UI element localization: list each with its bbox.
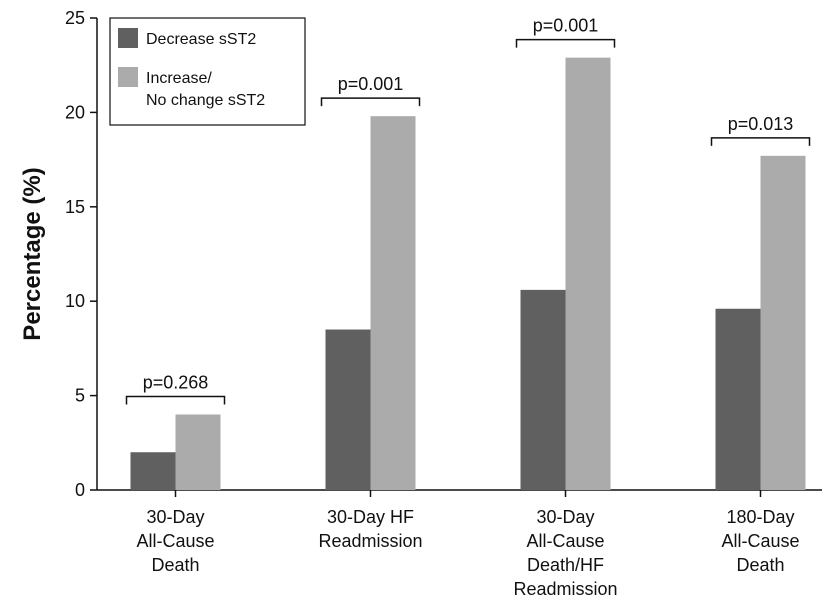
bar — [760, 155, 806, 490]
legend-label: Increase/No change sST2 — [146, 70, 265, 109]
y-tick-label: 0 — [75, 480, 85, 500]
bar — [520, 289, 566, 490]
significance-bracket — [710, 137, 811, 146]
significance-bracket — [125, 395, 226, 405]
y-tick-label: 5 — [75, 386, 85, 406]
p-value: p=0.268 — [143, 372, 209, 392]
y-axis-label: Percentage (%) — [19, 167, 46, 340]
significance-bracket — [320, 97, 421, 107]
bar — [715, 308, 761, 490]
x-tick-label: 30-Day HF Readmission — [318, 507, 422, 551]
p-value: p=0.013 — [728, 114, 794, 134]
significance-bracket — [515, 38, 616, 48]
x-tick-label: 30-Day All-Cause Death/HF Readmission — [513, 507, 617, 599]
bar — [565, 57, 611, 490]
bar — [370, 116, 416, 491]
p-value: p=0.001 — [338, 74, 404, 94]
bar — [325, 329, 371, 490]
legend-box — [109, 17, 306, 126]
legend-swatch — [118, 67, 138, 87]
y-tick-label: 15 — [65, 197, 85, 217]
y-tick-label: 10 — [65, 291, 85, 311]
y-tick-label: 25 — [65, 8, 85, 28]
y-tick-label: 20 — [65, 102, 85, 122]
bar — [130, 452, 176, 490]
legend-label: Decrease sST2 — [146, 31, 256, 48]
bar — [175, 414, 221, 490]
x-tick-label: 30-Day All-Cause Death — [136, 507, 214, 575]
legend-swatch — [118, 28, 138, 48]
p-value: p=0.001 — [533, 16, 599, 36]
x-tick-label: 180-Day All-Cause Death — [721, 507, 799, 575]
